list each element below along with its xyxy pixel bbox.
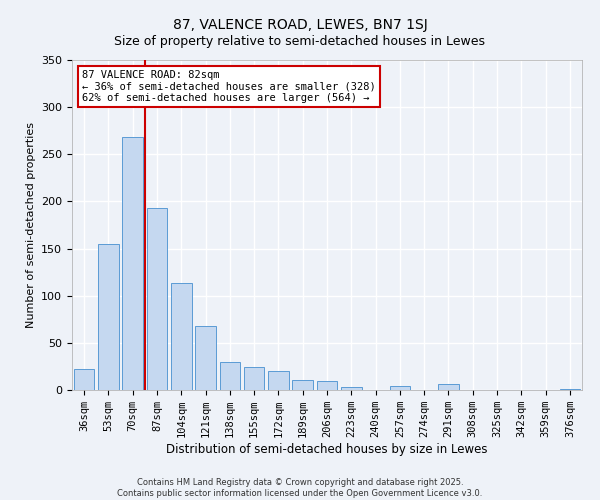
Bar [389, 386, 410, 390]
Bar [74, 370, 94, 390]
Bar [244, 368, 265, 390]
Bar [146, 208, 167, 390]
Bar [292, 380, 313, 390]
Text: 87 VALENCE ROAD: 82sqm
← 36% of semi-detached houses are smaller (328)
62% of se: 87 VALENCE ROAD: 82sqm ← 36% of semi-det… [82, 70, 376, 103]
Bar [195, 326, 216, 390]
Text: 87, VALENCE ROAD, LEWES, BN7 1SJ: 87, VALENCE ROAD, LEWES, BN7 1SJ [173, 18, 427, 32]
Bar [122, 138, 143, 390]
Bar [317, 380, 337, 390]
Bar [560, 389, 580, 390]
Text: Size of property relative to semi-detached houses in Lewes: Size of property relative to semi-detach… [115, 34, 485, 48]
Bar [98, 244, 119, 390]
Bar [171, 284, 191, 390]
Bar [220, 362, 240, 390]
Bar [268, 371, 289, 390]
Y-axis label: Number of semi-detached properties: Number of semi-detached properties [26, 122, 35, 328]
Bar [341, 387, 362, 390]
Bar [438, 384, 459, 390]
Text: Contains HM Land Registry data © Crown copyright and database right 2025.
Contai: Contains HM Land Registry data © Crown c… [118, 478, 482, 498]
X-axis label: Distribution of semi-detached houses by size in Lewes: Distribution of semi-detached houses by … [166, 443, 488, 456]
